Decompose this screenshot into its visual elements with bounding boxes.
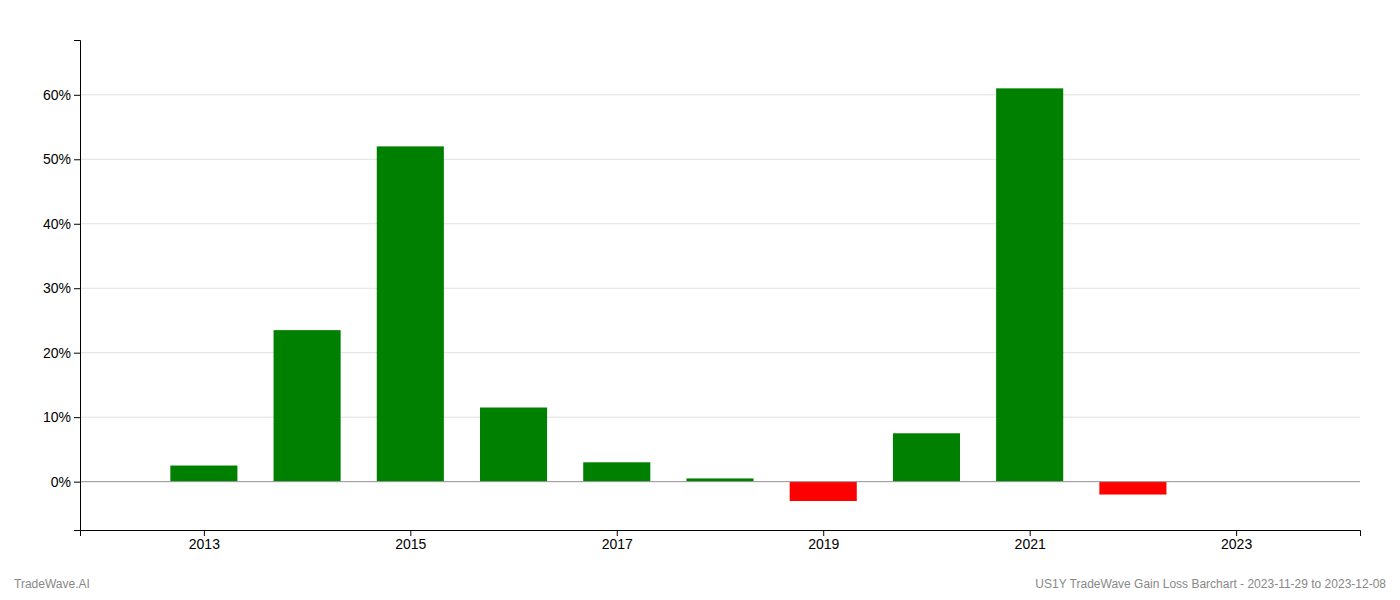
bar	[274, 330, 341, 482]
y-tick-label: 20%	[43, 345, 71, 361]
grid	[80, 95, 1360, 482]
x-tick-label: 2015	[395, 536, 426, 552]
y-tick: 60%	[43, 87, 80, 103]
grid-line	[80, 481, 1360, 482]
bar	[480, 408, 547, 482]
y-tick-label: 50%	[43, 151, 71, 167]
y-tick-mark	[74, 288, 80, 289]
x-tick: 2017	[602, 530, 633, 552]
x-tick-label: 2017	[602, 536, 633, 552]
y-tick-mark	[74, 159, 80, 160]
chart: 2013 2015 2017 2019 2021 2023 0% 10% 20% 30% 40% 50…	[0, 0, 1400, 600]
y-tick: 40%	[43, 216, 80, 232]
x-tick: 2013	[189, 530, 220, 552]
bar	[377, 146, 444, 481]
y-tick-label: 0%	[51, 474, 71, 490]
y-tick-label: 60%	[43, 87, 71, 103]
bar	[583, 462, 650, 481]
x-axis: 2013 2015 2017 2019 2021 2023	[81, 530, 1361, 552]
x-axis-line	[81, 531, 1361, 537]
y-tick-mark	[74, 482, 80, 483]
y-axis: 0% 10% 20% 30% 40% 50% 60%	[43, 41, 81, 531]
x-tick-label: 2021	[1015, 536, 1046, 552]
y-tick: 30%	[43, 280, 80, 296]
chart-container: 2013 2015 2017 2019 2021 2023 0% 10% 20% 30% 40% 50…	[0, 0, 1400, 600]
y-tick: 10%	[43, 409, 80, 425]
y-tick-label: 30%	[43, 280, 71, 296]
y-tick: 20%	[43, 345, 80, 361]
x-tick-label: 2013	[189, 536, 220, 552]
x-tick: 2023	[1221, 530, 1252, 552]
annotations: TradeWave.AI US1Y TradeWave Gain Loss Bar…	[14, 577, 1386, 591]
x-tick: 2019	[808, 530, 839, 552]
y-tick-mark	[74, 417, 80, 418]
y-tick-label: 40%	[43, 216, 71, 232]
y-axis-line	[74, 41, 81, 531]
bar	[893, 433, 960, 481]
x-tick-label: 2023	[1221, 536, 1252, 552]
zero-line	[80, 481, 1360, 482]
grid-line	[80, 352, 1360, 353]
grid-line	[80, 94, 1360, 95]
plot-area: 2013 2015 2017 2019 2021 2023 0% 10% 20% 30% 40% 50…	[43, 41, 1361, 552]
y-tick-mark	[74, 353, 80, 354]
x-tick: 2021	[1015, 530, 1046, 552]
bar	[996, 88, 1063, 481]
grid-line	[80, 417, 1360, 418]
watermark: US1Y TradeWave Gain Loss Barchart - 2023…	[1035, 577, 1386, 591]
y-tick-mark	[74, 95, 80, 96]
x-tick: 2015	[395, 530, 426, 552]
y-tick: 50%	[43, 151, 80, 167]
bar	[1099, 482, 1166, 495]
x-tick-label: 2019	[808, 536, 839, 552]
watermark: TradeWave.AI	[14, 577, 90, 591]
bar	[170, 466, 237, 482]
grid-line	[80, 223, 1360, 224]
grid-line	[80, 288, 1360, 289]
y-tick-label: 10%	[43, 409, 71, 425]
y-tick-mark	[74, 224, 80, 225]
bars	[170, 88, 1166, 501]
grid-line	[80, 159, 1360, 160]
bar	[790, 482, 857, 501]
y-tick: 0%	[51, 474, 80, 490]
